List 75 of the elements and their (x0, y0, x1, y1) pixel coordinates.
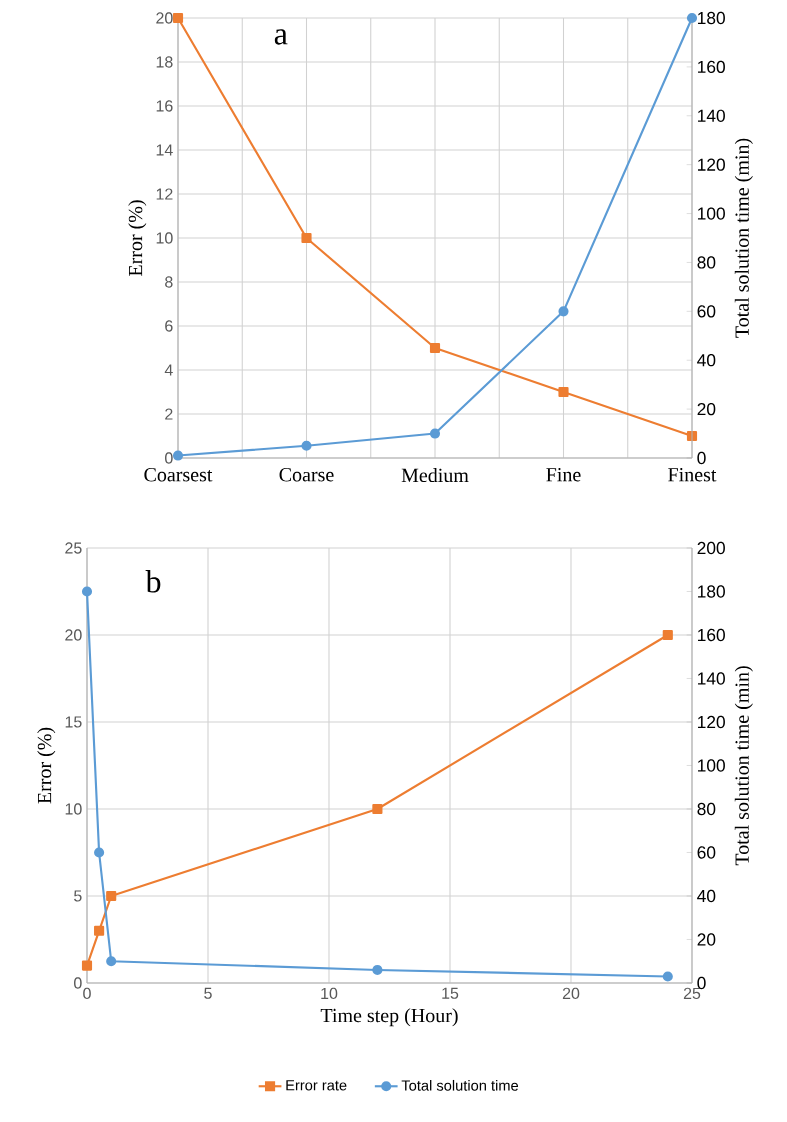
point (372, 803, 383, 815)
point (662, 629, 673, 641)
annotation: b (145, 570, 161, 593)
y-tick-label: 15 (65, 716, 82, 728)
point (558, 306, 569, 317)
y-axis-title: Error (%) (128, 200, 147, 276)
point (172, 12, 184, 24)
point (686, 12, 698, 24)
y-tick-label: 20 (156, 12, 173, 24)
point (94, 847, 105, 858)
y2-tick-label: 160 (698, 628, 725, 642)
y2-tick-label: 60 (697, 846, 716, 859)
y-tick-label: 25 (65, 542, 82, 554)
y2-tick-label: 40 (697, 354, 716, 367)
y-tick-label: 0 (74, 977, 82, 989)
y-tick-label: 18 (156, 56, 173, 68)
point (301, 440, 312, 451)
y-tick-label: 6 (165, 320, 173, 332)
y2-axis-title: Total solution time (min) (734, 138, 753, 338)
y-tick-label: 4 (164, 364, 173, 376)
x-tick-label: 10 (321, 987, 338, 1000)
x-tick-label: 0 (83, 987, 91, 1000)
point (94, 925, 105, 936)
y-tick-label: 14 (156, 144, 173, 156)
point (429, 428, 441, 439)
point (301, 232, 312, 244)
y-tick-label: 12 (156, 188, 173, 200)
y-tick-label: 10 (65, 803, 82, 815)
x-tick-label: 20 (562, 987, 580, 1000)
y2-tick-label: 80 (697, 256, 716, 269)
y-tick-label: 10 (156, 232, 173, 244)
point (558, 386, 569, 398)
y2-tick-label: 40 (697, 889, 716, 903)
y-tick-label: 8 (165, 276, 173, 288)
x-tick-label: Medium (401, 468, 469, 483)
point (429, 342, 441, 354)
annotation: a (274, 29, 288, 45)
y-tick-label: 5 (74, 890, 82, 902)
y-tick-label: 0 (165, 452, 173, 464)
x-tick-label: Fine (546, 468, 581, 482)
y2-tick-label: 100 (698, 759, 725, 772)
point (106, 890, 117, 902)
x-tick-label: Finest (668, 468, 717, 482)
legend-label: Error rate (286, 1080, 347, 1091)
x-tick-label: 15 (442, 987, 459, 999)
point (372, 964, 383, 976)
y2-tick-label: 140 (698, 109, 725, 122)
point (81, 586, 93, 597)
x-axis-title: Time step (Hour) (320, 1008, 458, 1027)
y-tick-label: 16 (156, 100, 173, 112)
x-tick-label: Coarsest (144, 468, 213, 482)
y2-tick-label: 100 (698, 207, 725, 220)
y2-tick-label: 180 (698, 585, 725, 598)
y2-tick-label: 60 (697, 305, 716, 318)
y2-tick-label: 0 (697, 451, 706, 465)
y2-tick-label: 120 (698, 158, 725, 171)
y2-tick-label: 80 (697, 802, 716, 816)
y-axis-title: Error (%) (37, 727, 56, 804)
point (662, 971, 673, 982)
y2-tick-label: 120 (698, 715, 725, 729)
point (81, 960, 93, 971)
y2-tick-label: 180 (698, 11, 725, 25)
x-tick-label: 5 (204, 987, 212, 999)
point (106, 956, 117, 967)
y-tick-label: 2 (165, 408, 173, 420)
y2-tick-label: 200 (697, 541, 725, 555)
y-tick-label: 20 (65, 629, 82, 641)
y2-axis-title: Total solution time (min) (734, 666, 753, 866)
y2-tick-label: 160 (698, 60, 725, 74)
y2-tick-label: 20 (697, 933, 716, 946)
legend-label: Total solution time (401, 1079, 519, 1091)
x-tick-label: Coarse (279, 468, 334, 482)
point (172, 450, 184, 461)
y2-tick-label: 140 (698, 672, 725, 685)
y2-tick-label: 20 (697, 402, 716, 416)
